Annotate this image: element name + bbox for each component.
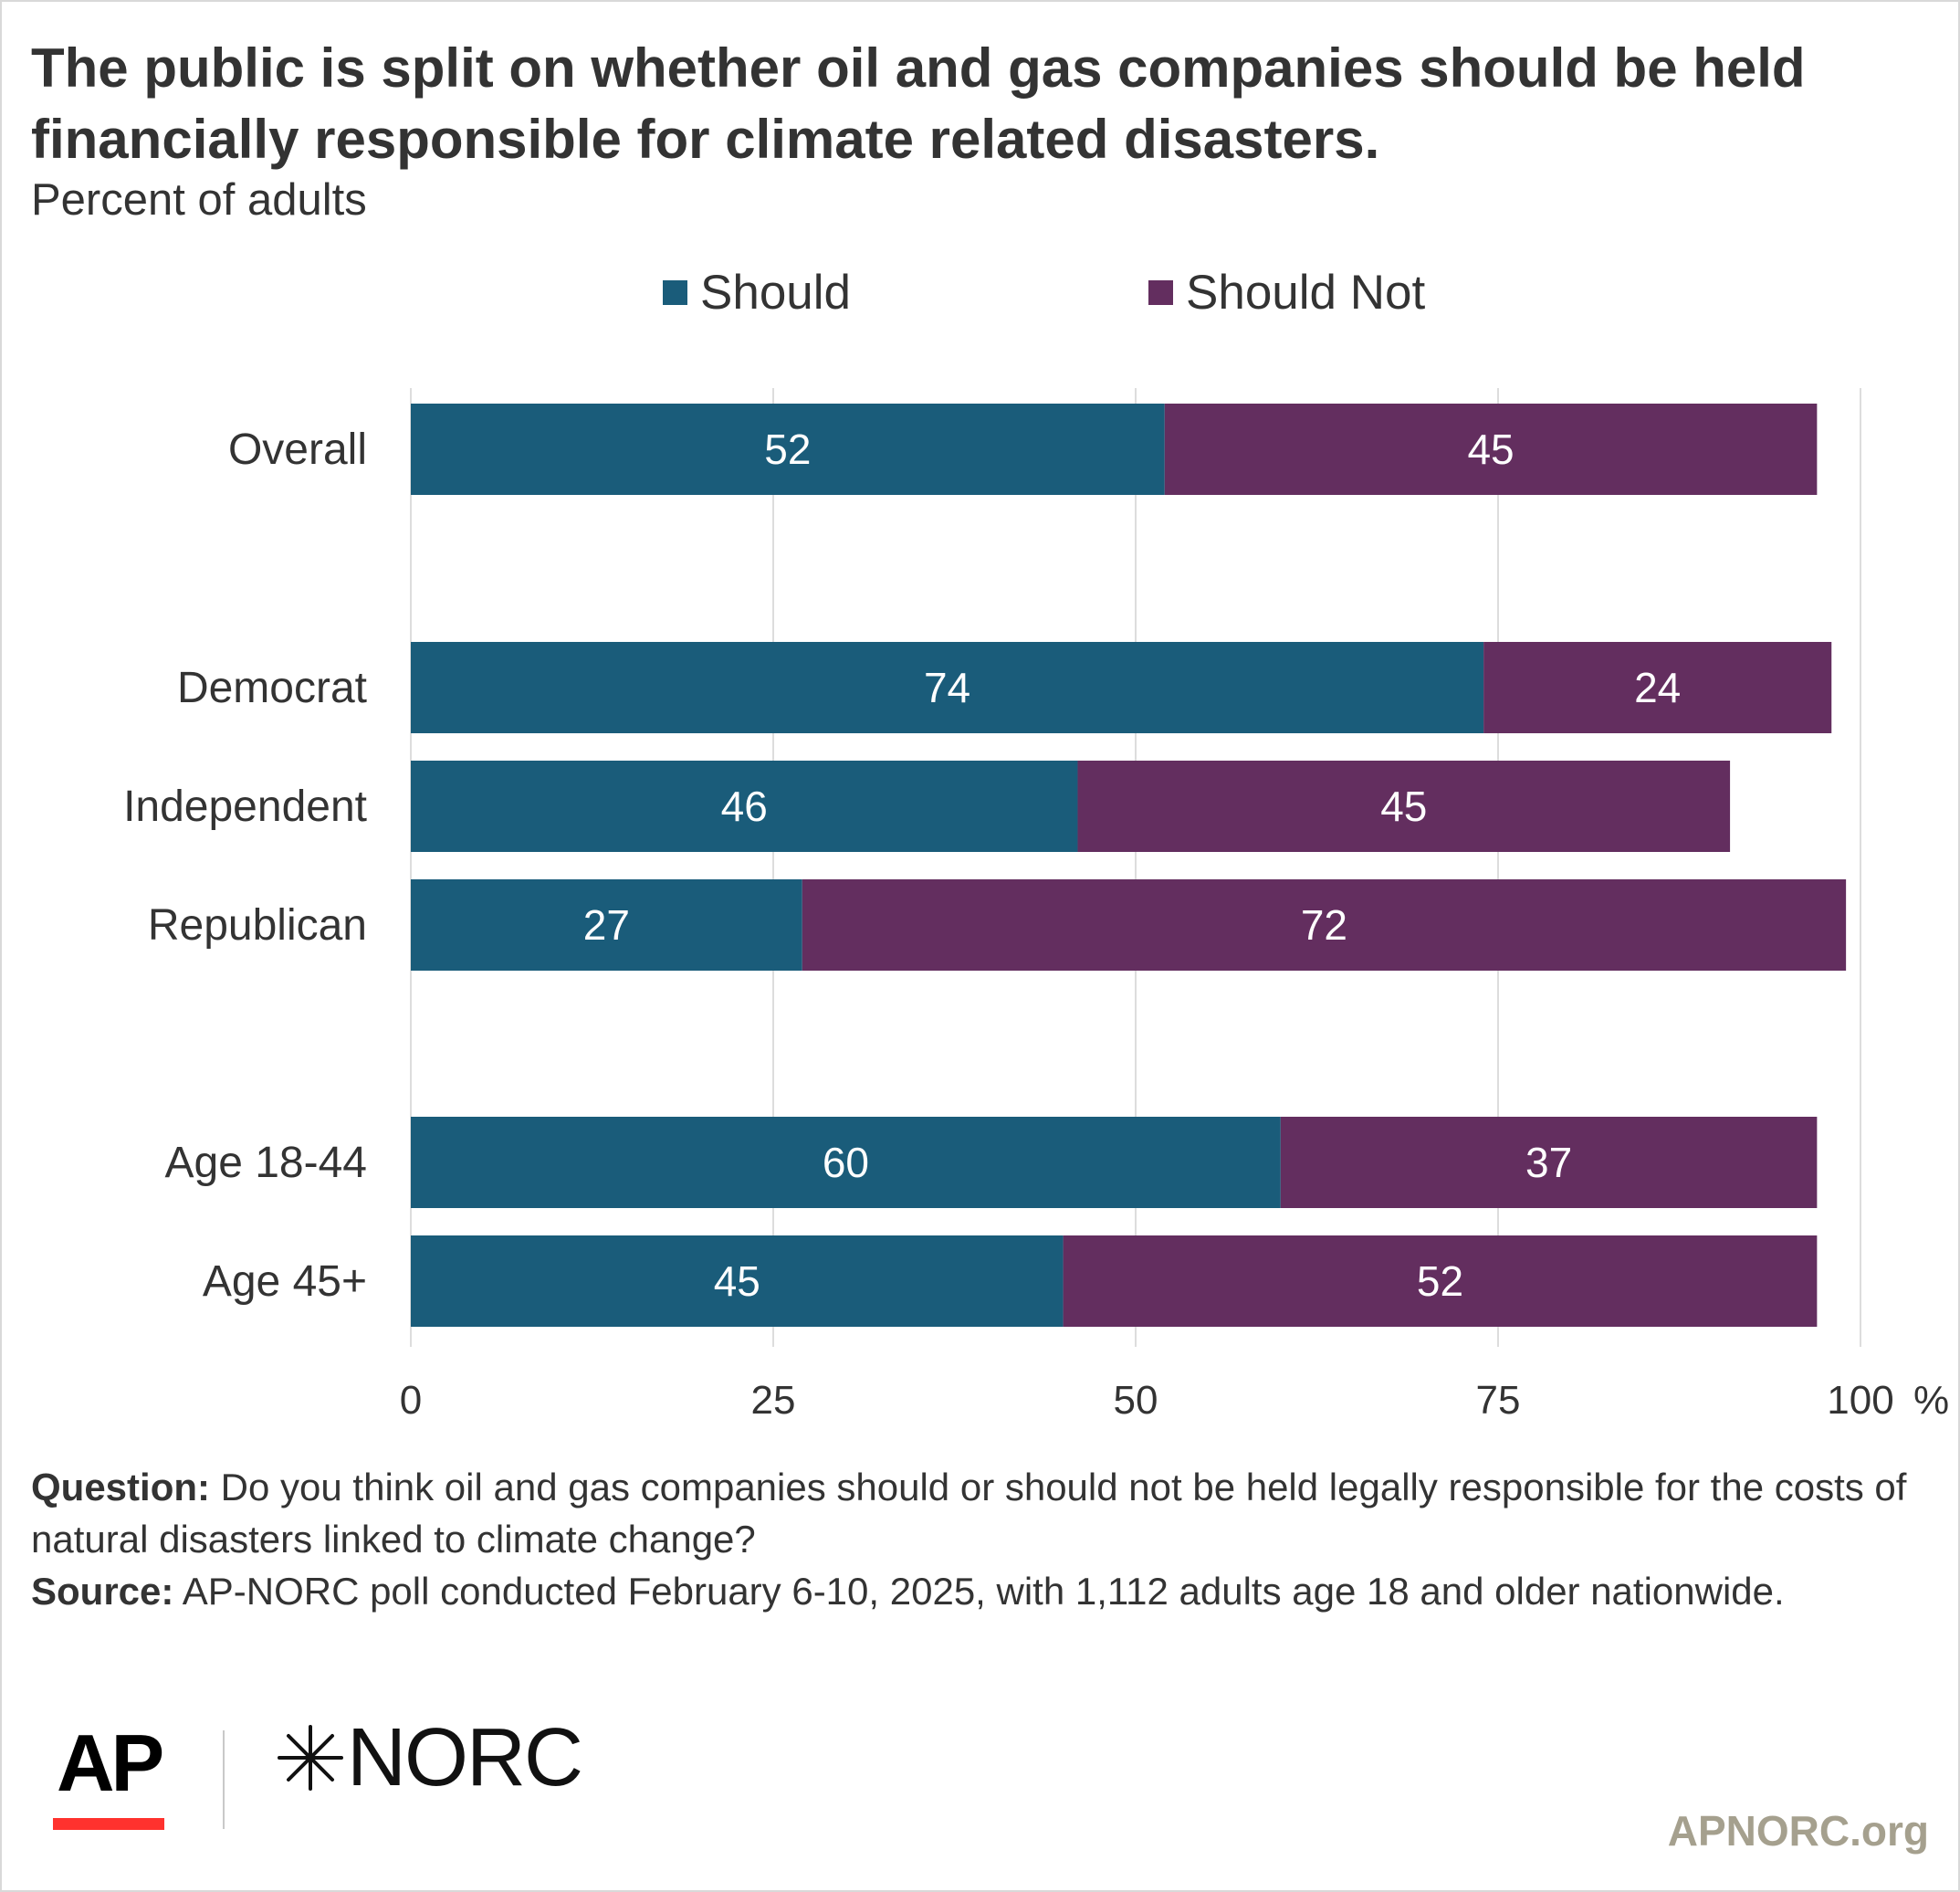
- ap-logo-underline: [53, 1818, 164, 1830]
- x-tick-label: 50: [1114, 1378, 1158, 1423]
- data-label: 52: [1417, 1257, 1463, 1305]
- category-label: Age 45+: [203, 1257, 367, 1306]
- x-tick-label: 75: [1476, 1378, 1521, 1423]
- question-label: Question:: [31, 1466, 210, 1508]
- bar-should: [411, 761, 1078, 852]
- bar-should: [411, 1117, 1281, 1208]
- data-label: 60: [823, 1139, 869, 1186]
- bar-should: [411, 1235, 1064, 1327]
- x-axis-unit: %: [1913, 1378, 1949, 1423]
- question-note: Question: Do you think oil and gas compa…: [31, 1461, 1930, 1565]
- category-label: Age 18-44: [164, 1139, 367, 1187]
- legend-label-should: Should: [700, 266, 852, 320]
- chart-title: The public is split on whether oil and g…: [31, 37, 1806, 170]
- category-label: Independent: [123, 783, 367, 831]
- norc-logo-text: NORC: [347, 1711, 583, 1803]
- category-label: Republican: [148, 901, 367, 950]
- ap-logo: AP: [57, 1718, 164, 1808]
- footnote: Question: Do you think oil and gas compa…: [31, 1461, 1930, 1617]
- site-url: APNORC.org: [1667, 1807, 1929, 1855]
- bar-should-not: [802, 879, 1847, 971]
- data-label: 45: [714, 1257, 760, 1305]
- norc-star-icon: [278, 1725, 343, 1791]
- category-label: Overall: [228, 426, 367, 474]
- data-label: 74: [924, 664, 970, 711]
- data-label: 37: [1525, 1139, 1572, 1186]
- data-label: 27: [583, 901, 630, 949]
- legend-swatch-should-not: [1148, 280, 1173, 305]
- source-text: AP-NORC poll conducted February 6-10, 20…: [173, 1570, 1785, 1613]
- data-label: 45: [1380, 783, 1427, 830]
- legend-swatch-should: [663, 280, 687, 305]
- data-label: 45: [1467, 426, 1514, 473]
- legend: Should Should Not: [0, 265, 1960, 329]
- stacked-bar-chart: 0 25 50 75 100 % Overall 52 45 Democrat 74 24 Indepe…: [123, 388, 1949, 1423]
- data-label: 46: [721, 783, 768, 830]
- bar-should: [411, 404, 1165, 495]
- bar-should-not: [1280, 1117, 1818, 1208]
- bar-should: [411, 879, 802, 971]
- question-text: Do you think oil and gas companies shoul…: [31, 1466, 1907, 1561]
- x-tick-label: 100: [1827, 1378, 1893, 1423]
- norc-logo: NORC: [274, 1711, 583, 1803]
- chart-subtitle: Percent of adults: [31, 175, 367, 225]
- bar-should-not: [1483, 642, 1832, 733]
- data-label: 24: [1634, 664, 1681, 711]
- logo-divider: [223, 1730, 225, 1829]
- x-tick-label: 25: [751, 1378, 796, 1423]
- x-tick-label: 0: [400, 1378, 422, 1423]
- bar-should-not: [1077, 761, 1731, 852]
- legend-item-should: Should: [663, 265, 851, 321]
- data-label: 72: [1301, 901, 1347, 949]
- bar-should: [411, 642, 1484, 733]
- bar-should-not: [1164, 404, 1818, 495]
- legend-label-should-not: Should Not: [1186, 266, 1426, 320]
- bar-should-not: [1063, 1235, 1818, 1327]
- data-label: 52: [764, 426, 811, 473]
- source-note: Source: AP-NORC poll conducted February …: [31, 1565, 1930, 1617]
- category-label: Democrat: [177, 664, 367, 712]
- legend-item-should-not: Should Not: [1148, 265, 1425, 321]
- source-label: Source:: [31, 1570, 174, 1613]
